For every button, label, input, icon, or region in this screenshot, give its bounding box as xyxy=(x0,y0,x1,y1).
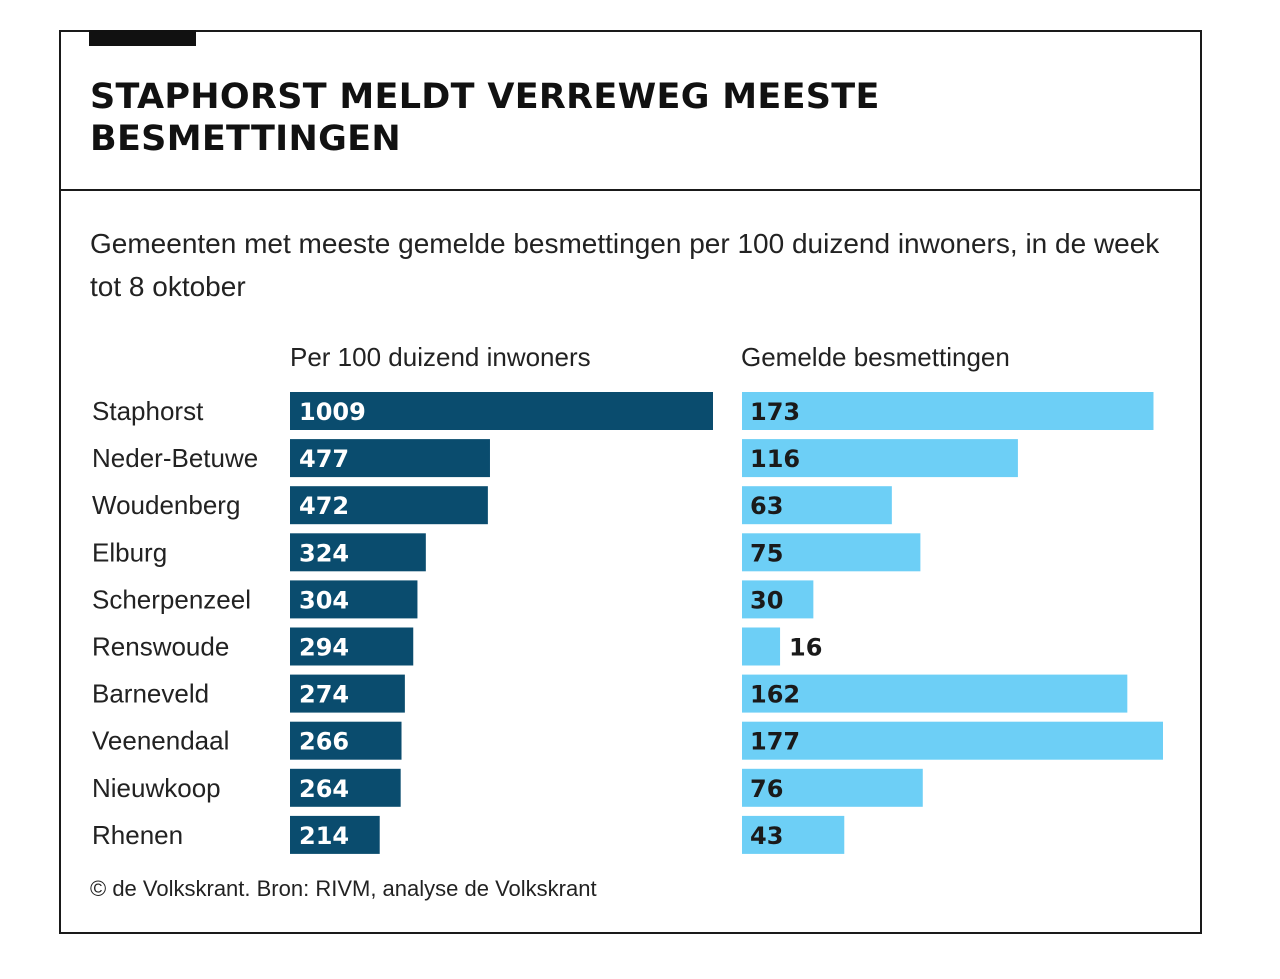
bar-per-100k xyxy=(290,580,418,619)
bar-per-100k xyxy=(290,768,401,807)
value-label-reported-infections: 30 xyxy=(750,586,783,614)
bar-reported-infections xyxy=(742,674,1128,713)
category-label: Nieuwkoop xyxy=(92,773,221,803)
category-label: Staphorst xyxy=(92,396,204,426)
category-label: Barneveld xyxy=(92,679,209,709)
value-label-reported-infections: 16 xyxy=(789,634,822,662)
bar-reported-infections xyxy=(742,392,1154,430)
header-tab-marker xyxy=(89,30,196,46)
bar-per-100k xyxy=(290,627,414,666)
value-label-reported-infections: 162 xyxy=(750,681,800,709)
category-label: Elburg xyxy=(92,537,167,567)
value-label-per-100k: 264 xyxy=(299,775,349,803)
value-label-per-100k: 274 xyxy=(299,681,349,709)
bar-per-100k xyxy=(290,721,402,760)
category-label: Rhenen xyxy=(92,820,183,850)
category-label: Woudenberg xyxy=(92,490,240,520)
bar-reported-infections xyxy=(742,580,814,619)
bar-reported-infections xyxy=(742,768,923,807)
bar-per-100k xyxy=(290,486,488,525)
bar-per-100k xyxy=(290,439,490,478)
value-label-per-100k: 1009 xyxy=(299,398,366,426)
category-label: Veenendaal xyxy=(92,726,229,756)
chart-title: STAPHORST MELDT VERREWEG MEESTE BESMETTI… xyxy=(90,77,880,159)
value-label-reported-infections: 63 xyxy=(750,492,783,520)
bar-reported-infections xyxy=(742,533,921,572)
value-label-reported-infections: 177 xyxy=(750,728,800,756)
bar-reported-infections xyxy=(742,627,781,666)
bar-reported-infections xyxy=(742,486,892,525)
value-label-reported-infections: 116 xyxy=(750,445,800,473)
column-header-per-100k: Per 100 duizend inwoners xyxy=(290,342,591,372)
column-header-reported-infections: Gemelde besmettingen xyxy=(741,342,1010,372)
value-label-per-100k: 294 xyxy=(299,634,349,662)
category-label: Renswoude xyxy=(92,632,229,662)
category-label: Scherpenzeel xyxy=(92,584,251,614)
title-divider xyxy=(59,189,1202,191)
chart-frame xyxy=(59,30,1202,934)
bar-per-100k xyxy=(290,392,713,430)
value-label-per-100k: 266 xyxy=(299,728,349,756)
bar-per-100k xyxy=(290,533,426,572)
value-label-per-100k: 477 xyxy=(299,445,349,473)
value-label-per-100k: 214 xyxy=(299,822,349,850)
value-label-reported-infections: 76 xyxy=(750,775,783,803)
value-label-reported-infections: 43 xyxy=(750,822,783,850)
bar-reported-infections xyxy=(742,439,1018,478)
value-label-per-100k: 304 xyxy=(299,586,349,614)
source-credit: © de Volkskrant. Bron: RIVM, analyse de … xyxy=(90,876,597,901)
chart-subtitle: Gemeenten met meeste gemelde besmettinge… xyxy=(90,228,1160,302)
category-label: Neder-Betuwe xyxy=(92,443,258,473)
bar-reported-infections xyxy=(742,721,1163,760)
bar-reported-infections xyxy=(742,815,845,854)
value-label-per-100k: 324 xyxy=(299,539,349,567)
bar-per-100k xyxy=(290,674,405,713)
value-label-reported-infections: 75 xyxy=(750,539,783,567)
bar-per-100k xyxy=(290,815,380,854)
value-label-reported-infections: 173 xyxy=(750,398,800,426)
value-label-per-100k: 472 xyxy=(299,492,349,520)
